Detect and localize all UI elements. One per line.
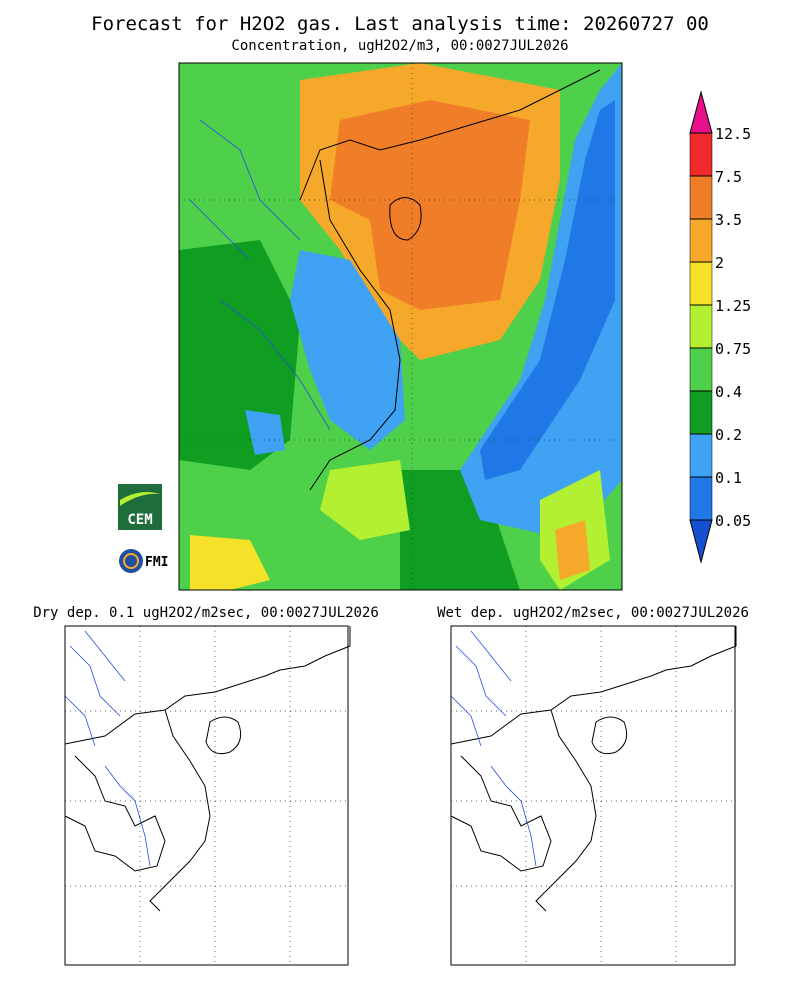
- logo-text: FMI: [145, 555, 168, 570]
- colorbar-band: [689, 218, 713, 263]
- colorbar-band: [689, 433, 713, 478]
- colorbar-label: 0.1: [715, 469, 742, 487]
- colorbar-label: 2: [715, 254, 724, 272]
- dry-dep-map: [64, 625, 351, 967]
- colorbar-label: 0.05: [715, 512, 751, 530]
- colorbar-band: [689, 175, 713, 220]
- colorbar-label: 12.5: [715, 125, 751, 143]
- colorbar-label: 0.4: [715, 383, 742, 401]
- subtitle: Concentration, ugH2O2/m3, 00:0027JUL2026: [231, 38, 568, 54]
- colorbar-band: [689, 304, 713, 349]
- colorbar: 12.5 7.5 3.5 2 1.25 0.75 0.4 0.2 0.1 0.05: [689, 90, 751, 564]
- wet-dep-map: [450, 625, 737, 967]
- logo-text: CEM: [127, 512, 152, 528]
- colorbar-label: 0.2: [715, 426, 742, 444]
- colorbar-band: [689, 390, 713, 435]
- colorbar-band: [689, 347, 713, 392]
- colorbar-band: [689, 476, 713, 521]
- colorbar-label: 3.5: [715, 211, 742, 229]
- panel-title: Wet dep. ugH2O2/m2sec, 00:0027JUL2026: [437, 605, 749, 621]
- fmi-logo: FMI: [119, 549, 168, 573]
- title: Forecast for H2O2 gas. Last analysis tim…: [91, 13, 709, 35]
- colorbar-arrow: [689, 519, 713, 564]
- colorbar-label: 1.25: [715, 297, 751, 315]
- map-frame: [178, 62, 623, 591]
- concentration-map: [179, 63, 622, 590]
- colorbar-label: 7.5: [715, 168, 742, 186]
- panel-title: Dry dep. 0.1 ugH2O2/m2sec, 00:0027JUL202…: [33, 605, 379, 621]
- cem-logo: CEM: [118, 484, 162, 530]
- colorbar-label: 0.75: [715, 340, 751, 358]
- colorbar-band: [689, 261, 713, 306]
- colorbar-arrow: [689, 90, 713, 134]
- colorbar-band: [689, 132, 713, 177]
